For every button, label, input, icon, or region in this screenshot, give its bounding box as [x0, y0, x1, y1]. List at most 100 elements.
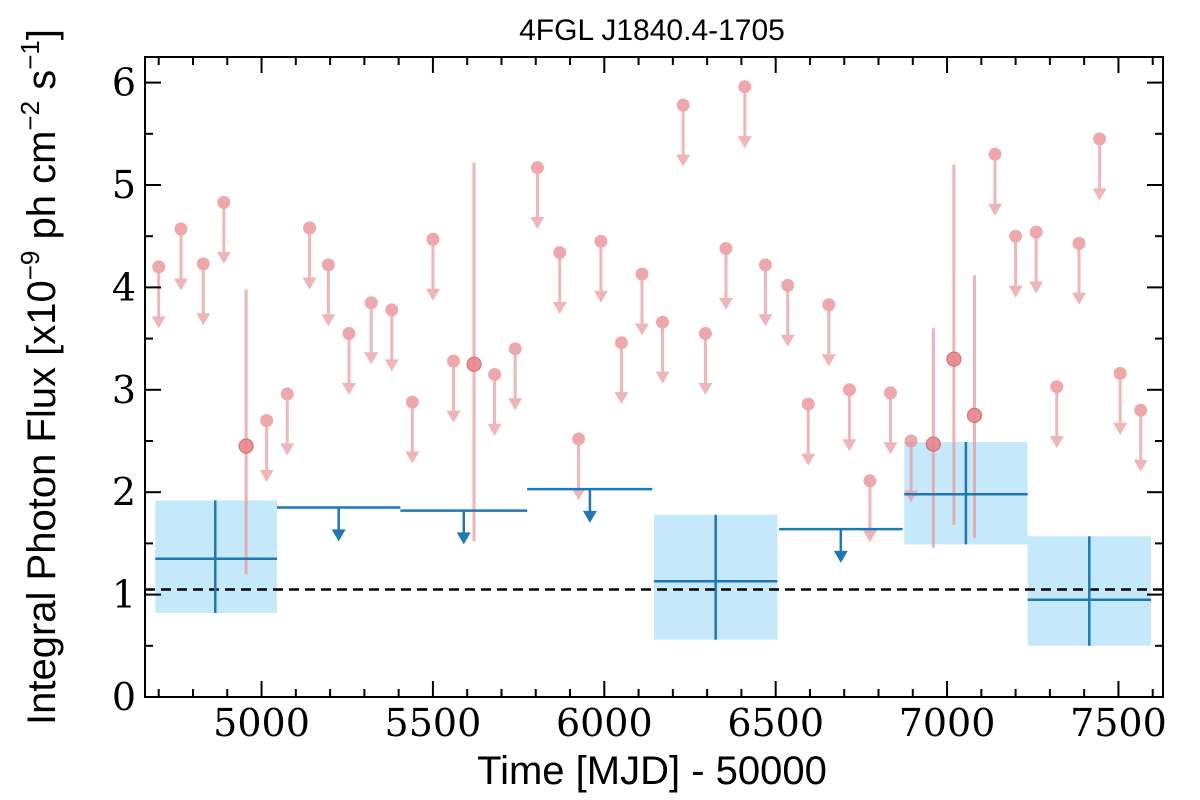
x-tick-label-5: 7500: [1070, 701, 1167, 745]
short-upper-limit-head-21: [635, 323, 650, 336]
short-upper-limit-head-4: [259, 469, 274, 482]
short-upper-limit-marker-5: [280, 387, 294, 401]
short-upper-limit-30: [821, 298, 836, 367]
short-upper-limit-head-17: [552, 302, 567, 315]
short-upper-limit-head-38: [1049, 436, 1064, 449]
long-detection-0: [155, 500, 277, 614]
plot-area: [145, 80, 1163, 646]
plot-frame: [144, 56, 1164, 698]
short-upper-limit-marker-14: [488, 367, 502, 381]
short-upper-limit-33: [883, 386, 898, 455]
short-upper-limit-marker-27: [758, 258, 772, 272]
short-upper-limit-0: [151, 260, 166, 329]
short-upper-limit-39: [1072, 236, 1087, 305]
x-axis-label: Time [MJD] - 50000: [477, 749, 827, 793]
long-upper-limit-arrow-3-head: [833, 550, 848, 563]
x-tick-labels: 5000 5500 6000 6500 7000 7500: [213, 701, 1167, 745]
short-upper-limit-marker-24: [698, 326, 712, 340]
y-axis-label-prefix: Integral Photon Flux [x10: [20, 280, 64, 725]
y-tick-label-4: 4: [112, 265, 136, 309]
short-detection-marker-3: [946, 351, 962, 367]
short-upper-limit-22: [655, 315, 670, 384]
y-tick-label-2: 2: [112, 470, 136, 514]
short-upper-limit-marker-17: [553, 246, 567, 260]
short-upper-limit-marker-25: [719, 241, 733, 255]
short-upper-limit-marker-2: [196, 257, 210, 271]
short-upper-limit-head-26: [737, 136, 752, 149]
short-upper-limit-9: [364, 296, 379, 365]
short-upper-limit-marker-42: [1134, 403, 1148, 417]
short-upper-limit-head-14: [487, 423, 502, 436]
short-upper-limit-head-29: [801, 453, 816, 466]
axis-ticks: [145, 57, 1163, 698]
long-upper-limit-3: [779, 527, 903, 563]
short-upper-limit-marker-3: [217, 195, 231, 209]
long-detection-2: [904, 442, 1028, 545]
short-upper-limit-head-19: [593, 290, 608, 303]
short-upper-limit-20: [614, 336, 629, 405]
short-upper-limit-head-1: [173, 278, 188, 291]
short-upper-limit-marker-11: [405, 395, 419, 409]
y-axis-label-exp1: −9: [15, 251, 45, 281]
short-upper-limit-head-10: [384, 359, 399, 372]
long-detection-3: [1027, 536, 1152, 646]
short-upper-limit-head-24: [698, 382, 713, 395]
chart-title: 4FGL J1840.4-1705: [519, 14, 785, 47]
short-upper-limit-head-6: [302, 277, 317, 290]
short-upper-limit-head-2: [196, 313, 211, 326]
short-upper-limit-marker-35: [988, 147, 1002, 161]
short-upper-limit-1: [173, 222, 188, 291]
short-upper-limit-marker-33: [884, 386, 898, 400]
short-upper-limit-4: [259, 414, 274, 482]
short-upper-limit-head-16: [530, 217, 545, 230]
y-tick-labels: 0 1 2 3 4 5 6: [112, 61, 136, 719]
x-tick-label-1: 5500: [385, 701, 482, 745]
short-upper-limit-marker-4: [260, 414, 274, 428]
short-upper-limit-marker-40: [1093, 132, 1107, 146]
short-upper-limit-marker-1: [174, 222, 188, 236]
short-upper-limit-18: [571, 432, 586, 501]
short-upper-limit-marker-30: [822, 298, 836, 312]
short-upper-limit-19: [593, 234, 608, 303]
short-upper-limit-head-3: [216, 251, 231, 264]
short-upper-limit-24: [698, 326, 713, 395]
short-upper-limit-28: [780, 278, 795, 347]
short-upper-limit-31: [842, 383, 857, 452]
long-upper-limit-arrow-2-head: [582, 510, 597, 523]
short-upper-limit-head-35: [988, 203, 1003, 216]
short-upper-limit-marker-16: [530, 161, 544, 175]
short-upper-limit-marker-15: [508, 342, 522, 356]
short-upper-limit-7: [321, 258, 336, 327]
y-axis-label: Integral Photon Flux [x10−9 ph cm−2 s−1]: [15, 29, 64, 725]
y-axis-label-mid: ph cm: [20, 131, 64, 251]
long-upper-limit-arrow-3: [833, 529, 848, 563]
long-upper-limit-arrow-1-head: [456, 532, 471, 545]
short-upper-limit-head-30: [821, 354, 836, 367]
x-tick-label-3: 6500: [727, 701, 824, 745]
short-upper-limit-41: [1113, 366, 1128, 435]
long-upper-limit-arrow-0: [331, 507, 346, 542]
y-axis-label-exp3: −1: [15, 40, 45, 70]
short-upper-limit-26: [737, 80, 752, 149]
short-upper-limit-head-20: [614, 392, 629, 405]
short-upper-limit-head-42: [1133, 459, 1148, 472]
short-upper-limit-21: [635, 267, 650, 336]
y-tick-label-1: 1: [112, 573, 136, 617]
y-axis-label-mid2: s: [20, 70, 64, 101]
short-upper-limit-marker-9: [364, 296, 378, 310]
short-detection-marker-4: [966, 407, 983, 423]
short-upper-limit-27: [758, 258, 773, 327]
short-upper-limit-head-8: [341, 382, 356, 395]
short-upper-limit-marker-19: [594, 234, 608, 248]
short-upper-limit-marker-20: [614, 336, 628, 350]
short-detection-marker-2: [925, 436, 941, 452]
y-axis-label-suffix: ]: [20, 29, 64, 40]
short-detection-2: [925, 328, 941, 548]
short-upper-limit-marker-29: [801, 397, 815, 411]
short-upper-limit-marker-18: [572, 432, 586, 446]
x-tick-label-2: 6000: [556, 701, 653, 745]
short-upper-limit-5: [280, 387, 295, 456]
short-upper-limit-marker-37: [1029, 225, 1043, 239]
short-upper-limit-head-28: [780, 334, 795, 347]
